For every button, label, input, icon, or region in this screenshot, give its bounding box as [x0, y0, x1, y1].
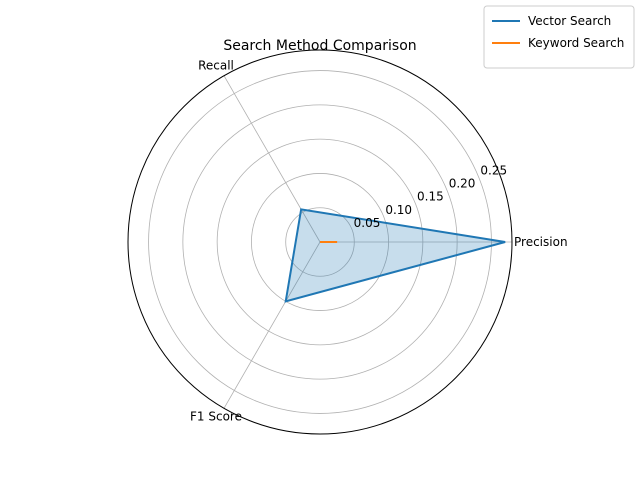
label-layer: 0.05 0.10 0.15 0.20 0.25 Precision Recall F1 Sc… [190, 59, 568, 424]
radial-tick-label: 0.10 [385, 203, 412, 217]
radial-tick-label: 0.20 [449, 177, 476, 191]
series-fill [285, 209, 506, 302]
radial-tick-label: 0.25 [480, 163, 507, 177]
series-line [284, 208, 506, 303]
outer-frame [127, 49, 513, 435]
chart-title: Search Method Comparison [223, 38, 416, 54]
legend-label: Keyword Search [528, 36, 624, 50]
grid-spoke [223, 241, 321, 409]
radial-tick-label: 0.15 [417, 190, 444, 204]
grid-layer [127, 49, 513, 435]
legend-label: Vector Search [528, 14, 611, 28]
grid-spoke [223, 75, 321, 243]
category-label: Precision [514, 235, 568, 249]
series-layer [284, 208, 506, 303]
category-label: Recall [198, 59, 234, 73]
legend-box [483, 5, 635, 69]
legend: Vector Search Keyword Search [483, 5, 635, 69]
category-label: F1 Score [190, 409, 242, 423]
radial-tick-label: 0.05 [354, 216, 381, 230]
